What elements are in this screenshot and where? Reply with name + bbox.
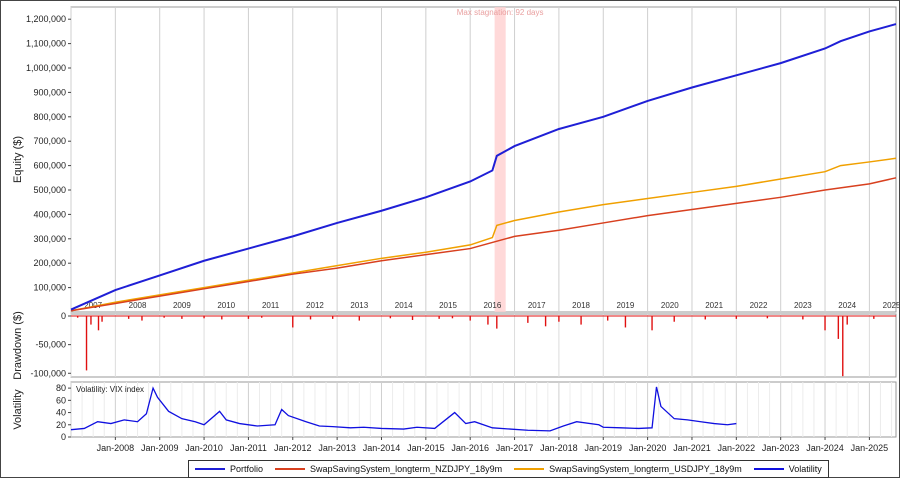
x-tick-label: Jan-2008 xyxy=(97,443,135,453)
y-tick-label: 1,000,000 xyxy=(26,63,66,73)
series-line xyxy=(70,23,897,311)
legend-item-volatility: Volatility xyxy=(753,464,822,474)
y-tick-label: 700,000 xyxy=(33,136,66,146)
equity-year-grid xyxy=(70,7,870,312)
y-tick-label: 1,100,000 xyxy=(26,39,66,49)
legend-swatch xyxy=(753,468,784,470)
x-tick-label: Jan-2014 xyxy=(363,443,401,453)
x-tick-label: Jan-2018 xyxy=(540,443,578,453)
y-tick-label: 80 xyxy=(56,383,66,393)
y-tick-label: 20 xyxy=(56,420,66,430)
legend-item-portfolio: Portfolio xyxy=(195,464,263,474)
year-label: 2022 xyxy=(750,301,768,310)
x-tick-label: Jan-2013 xyxy=(318,443,356,453)
volatility-y-ticks: 0 20 40 60 80 xyxy=(56,383,71,442)
series-line xyxy=(70,157,897,312)
legend-label: Volatility xyxy=(788,464,822,474)
equity-year-labels: 2007 2008 2009 2010 2011 2012 2013 2014 2015 2016… xyxy=(84,301,900,310)
year-label: 2019 xyxy=(617,301,635,310)
drawdown-y-ticks: 0 -50,000 -100,000 xyxy=(30,311,71,378)
equity-y-axis-label: Equity ($) xyxy=(12,136,24,183)
equity-series-lines xyxy=(70,23,897,312)
year-label: 2021 xyxy=(705,301,723,310)
year-label: 2008 xyxy=(129,301,147,310)
year-label: 2007 xyxy=(84,301,102,310)
y-tick-label: 600,000 xyxy=(33,161,66,171)
legend-item-usdjpy: SwapSavingSystem_longterm_USDJPY_18y9m xyxy=(514,464,742,474)
year-label: 2020 xyxy=(661,301,679,310)
y-tick-label: 300,000 xyxy=(33,234,66,244)
year-label: 2018 xyxy=(572,301,590,310)
y-tick-label: 40 xyxy=(56,408,66,418)
series-line xyxy=(70,177,897,312)
x-tick-label: Jan-2017 xyxy=(496,443,534,453)
y-tick-label: 0 xyxy=(61,311,66,321)
year-label: 2024 xyxy=(838,301,856,310)
x-tick-label: Jan-2010 xyxy=(185,443,223,453)
x-tick-label: Jan-2023 xyxy=(762,443,800,453)
volatility-y-axis-label: Volatility xyxy=(12,389,24,430)
legend-label: SwapSavingSystem_longterm_USDJPY_18y9m xyxy=(549,464,742,474)
legend-label: SwapSavingSystem_longterm_NZDJPY_18y9m xyxy=(310,464,503,474)
year-label: 2010 xyxy=(217,301,235,310)
x-tick-label: Jan-2021 xyxy=(673,443,711,453)
year-label: 2017 xyxy=(528,301,546,310)
y-tick-label: 200,000 xyxy=(33,258,66,268)
year-label: 2016 xyxy=(483,301,501,310)
x-tick-label: Jan-2009 xyxy=(141,443,179,453)
legend-item-nzdjpy: SwapSavingSystem_longterm_NZDJPY_18y9m xyxy=(275,464,502,474)
x-tick-label: Jan-2022 xyxy=(718,443,756,453)
equity-panel: 100,000 200,000 300,000 400,000 500,000 600,0… xyxy=(12,6,900,313)
year-label: 2013 xyxy=(350,301,368,310)
x-tick-label: Jan-2011 xyxy=(230,443,267,453)
y-tick-label: 0 xyxy=(61,432,66,442)
year-label: 2012 xyxy=(306,301,324,310)
volatility-x-ticks: Jan-2008 Jan-2009 Jan-2010 Jan-2011 Jan-2012… xyxy=(97,437,889,453)
volatility-plot-area xyxy=(70,381,897,438)
legend-label: Portfolio xyxy=(230,464,264,474)
legend-swatch xyxy=(514,468,545,470)
volatility-series-line xyxy=(70,386,737,432)
y-tick-label: 500,000 xyxy=(33,185,66,195)
y-tick-label: -50,000 xyxy=(35,340,66,350)
volatility-panel-title: Volatility: VIX index xyxy=(76,385,144,394)
drawdown-bars xyxy=(71,315,896,377)
drawdown-plot-area xyxy=(70,313,897,378)
year-label: 2015 xyxy=(439,301,457,310)
year-label: 2014 xyxy=(395,301,413,310)
y-tick-label: 900,000 xyxy=(33,87,66,97)
y-tick-label: 100,000 xyxy=(33,283,66,293)
legend-swatch xyxy=(195,468,225,470)
x-tick-label: Jan-2019 xyxy=(584,443,622,453)
volatility-line xyxy=(70,386,737,432)
x-tick-label: Jan-2016 xyxy=(451,443,489,453)
drawdown-panel: 0 -50,000 -100,000 Drawdown ($) xyxy=(12,311,897,380)
legend-swatch xyxy=(275,468,306,470)
x-tick-label: Jan-2012 xyxy=(274,443,312,453)
drawdown-y-axis-label: Drawdown ($) xyxy=(12,311,24,379)
year-label: 2023 xyxy=(794,301,812,310)
year-label: 2025 xyxy=(883,301,899,310)
y-tick-label: 60 xyxy=(56,395,66,405)
y-tick-label: 1,200,000 xyxy=(26,14,66,24)
equity-plot-area xyxy=(70,6,897,313)
chart-legend: Portfolio SwapSavingSystem_longterm_NZDJ… xyxy=(188,460,829,478)
x-tick-label: Jan-2025 xyxy=(851,443,889,453)
x-tick-label: Jan-2015 xyxy=(407,443,445,453)
x-tick-label: Jan-2020 xyxy=(629,443,667,453)
stagnation-highlight xyxy=(494,7,506,312)
equity-y-ticks: 100,000 200,000 300,000 400,000 500,000 600,0… xyxy=(26,14,71,293)
x-tick-label: Jan-2024 xyxy=(806,443,844,453)
y-tick-label: 400,000 xyxy=(33,209,66,219)
y-tick-label: -100,000 xyxy=(30,368,66,378)
year-label: 2009 xyxy=(173,301,191,310)
stagnation-annotation: Max stagnation: 92 days xyxy=(457,8,544,17)
year-label: 2011 xyxy=(262,301,280,310)
y-tick-label: 800,000 xyxy=(33,112,66,122)
